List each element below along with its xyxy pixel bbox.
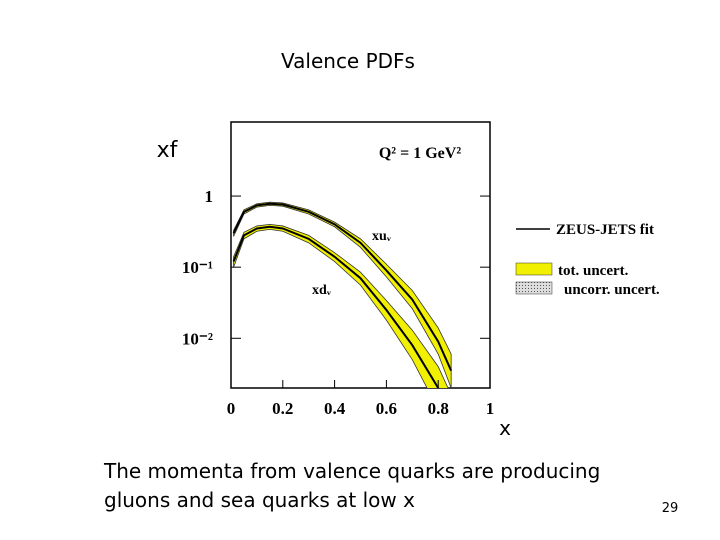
y-tick-label: 10⁻² [182,329,213,348]
x-tick-label: 1 [486,399,495,418]
fit-line [232,225,440,388]
legend-label: tot. uncert. [558,263,629,279]
x-tick-label: 0.6 [376,399,397,418]
uncertainty-band [233,223,449,388]
y-tick-label: 10⁻¹ [182,258,213,277]
x-tick-label: 0 [227,399,236,418]
fit-line [232,202,453,372]
x-tick-label: 0.2 [272,399,293,418]
legend-swatch [515,281,553,295]
plot-frame [230,121,491,389]
legend-label: uncorr. uncert. [564,282,660,298]
series-label: xuᵥ [372,229,392,244]
caption-line: gluons and sea quarks at low x [104,488,415,512]
series-label: xdᵥ [312,283,332,298]
x-tick-label: 0.4 [324,399,346,418]
annotation: Q² = 1 GeV² [379,145,461,162]
chart-title: Valence PDFs [281,49,415,73]
y-axis-label: xf [157,138,179,163]
legend-label: ZEUS-JETS fit [556,222,654,238]
y-tick-label: 1 [205,187,214,206]
page-number: 29 [662,501,679,516]
legend-swatch [515,262,553,276]
caption-line: The momenta from valence quarks are prod… [103,459,600,483]
x-tick-label: 0.8 [428,399,449,418]
x-axis-label: x [499,416,511,440]
